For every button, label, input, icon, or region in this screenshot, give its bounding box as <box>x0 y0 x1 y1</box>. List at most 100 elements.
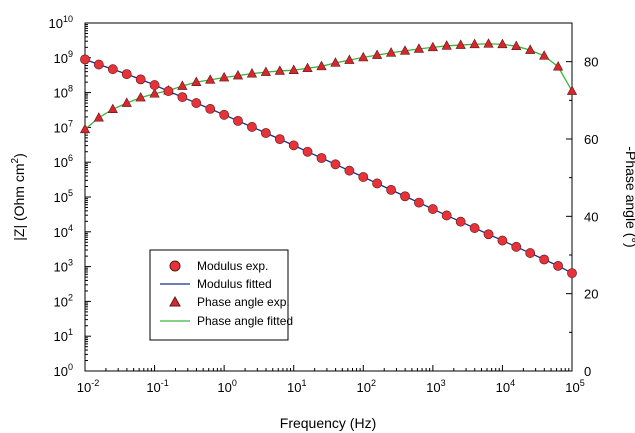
phase-angle-point <box>441 40 452 50</box>
phase-angle-point <box>469 38 480 49</box>
modulus-point <box>427 204 438 214</box>
modulus-point <box>274 134 285 145</box>
y-left-tick-label-exp: 9 <box>68 49 73 59</box>
x-tick-label-base: 10 <box>357 380 371 395</box>
phase-angle-point <box>135 91 146 102</box>
x-tick-label-base: 10 <box>146 380 160 395</box>
modulus-point <box>205 104 216 114</box>
phase-angle-point <box>260 66 271 76</box>
phase-angle-point <box>219 71 230 82</box>
y-left-tick-label-exp: 10 <box>63 14 73 24</box>
x-tick-label-base: 10 <box>565 380 579 395</box>
y-left-tick-label: 108 <box>54 84 73 101</box>
modulus-point <box>414 197 424 208</box>
y-left-tick-label: 1010 <box>49 14 73 31</box>
modulus-point <box>191 98 202 108</box>
phase-angle-point <box>511 40 522 50</box>
series-layer <box>79 38 578 279</box>
x-tick-label: 101 <box>287 378 306 395</box>
phase-angle-point <box>385 47 397 57</box>
phase-angle-point <box>191 76 202 86</box>
phase-angle-point <box>288 64 299 74</box>
phase-angle-point <box>149 88 160 98</box>
phase-angle-point <box>413 43 425 53</box>
x-tick-label: 105 <box>565 378 584 395</box>
phase-angle-point <box>274 65 285 75</box>
phase-angle-point <box>358 51 369 62</box>
x-tick-label-base: 10 <box>426 380 440 395</box>
phase-angle-point <box>177 80 188 90</box>
x-tick-label-base: 10 <box>217 380 231 395</box>
phase-angle-point <box>79 123 91 134</box>
modulus-point <box>260 128 271 138</box>
modulus-point <box>553 260 563 271</box>
phase-angle-point <box>93 112 104 122</box>
phase-angle-point <box>205 74 216 84</box>
legend-label-modulus-fit: Modulus fitted <box>197 277 272 291</box>
x-tick-label: 100 <box>217 378 236 395</box>
phase-angle-point <box>330 57 341 67</box>
x-tick-label: 10-2 <box>77 378 99 395</box>
y-axis-right-title: -Phase angle (°) <box>623 146 635 247</box>
legend-label-phase-exp: Phase angle exp. <box>197 295 290 309</box>
legend-marker-phase-exp <box>169 295 181 307</box>
y-left-tick-label: 100 <box>54 362 73 379</box>
phase-angle-point <box>232 69 244 80</box>
y-right-tick-label: 0 <box>584 364 591 379</box>
legend-label-modulus-exp: Modulus exp. <box>197 259 268 273</box>
y-left-tick-label-exp: 5 <box>68 188 73 198</box>
modulus-point <box>80 54 90 65</box>
x-tick-label-base: 10 <box>287 380 301 395</box>
y-left-tick-label: 104 <box>54 223 73 240</box>
x-tick-label-base: 10 <box>496 380 510 395</box>
x-tick-label-exp: 5 <box>580 378 585 388</box>
y-right-tick-label: 40 <box>584 209 598 224</box>
y-left-tick-label-exp: 7 <box>68 118 73 128</box>
modulus-point <box>497 235 508 246</box>
phase-angle-point <box>316 60 327 71</box>
modulus-point <box>372 178 383 189</box>
y-left-tick-label-base: 10 <box>54 51 68 66</box>
modulus-point <box>219 109 230 120</box>
y-left-tick-label-base: 10 <box>54 294 68 309</box>
x-tick-label: 102 <box>357 378 376 395</box>
modulus-point <box>107 64 118 75</box>
y-right-tick-label: 20 <box>584 287 598 302</box>
modulus-point <box>302 146 313 157</box>
modulus-point <box>483 229 494 240</box>
phase-angle-point <box>525 44 536 54</box>
x-tick-label: 103 <box>426 378 445 395</box>
y-left-tick-label-base: 10 <box>54 155 68 170</box>
phase-angle-point <box>246 68 258 78</box>
phase-angle-point <box>399 45 411 55</box>
y-left-tick-label: 101 <box>54 327 73 344</box>
phase-angle-point <box>121 97 132 107</box>
legend: Modulus exp. Modulus fitted Phase angle … <box>149 249 293 341</box>
x-axis-title: Frequency (Hz) <box>280 415 376 431</box>
phase-angle-point <box>107 103 118 114</box>
modulus-point <box>330 159 341 170</box>
y-right-tick-label: 60 <box>584 132 598 147</box>
y-left-tick-label-base: 10 <box>54 364 68 379</box>
y-left-tick-label-base: 10 <box>54 225 68 240</box>
y-left-tick-label-exp: 8 <box>68 84 73 94</box>
modulus-point <box>344 165 355 176</box>
phase-angle-point <box>483 38 494 48</box>
y-left-tick-label: 105 <box>54 188 73 205</box>
modulus-point <box>149 80 160 90</box>
modulus-point <box>247 122 257 132</box>
modulus-point <box>539 254 550 265</box>
phase-angle-point <box>372 49 383 59</box>
x-tick-label-exp: 3 <box>441 378 446 388</box>
y-left-tick-label-exp: 3 <box>68 258 73 268</box>
modulus-point <box>177 92 188 103</box>
y-axis-left-title-main: |Z| (Ohm cm <box>11 163 27 240</box>
modulus-point <box>288 140 299 151</box>
y-left-tick-label-base: 10 <box>54 260 68 275</box>
y-left-tick-label-exp: 4 <box>68 223 73 233</box>
y-axis-right: 0 20 40 60 80 <box>566 55 598 379</box>
y-left-tick-label: 103 <box>54 258 73 275</box>
y-left-tick-label: 109 <box>54 49 73 66</box>
